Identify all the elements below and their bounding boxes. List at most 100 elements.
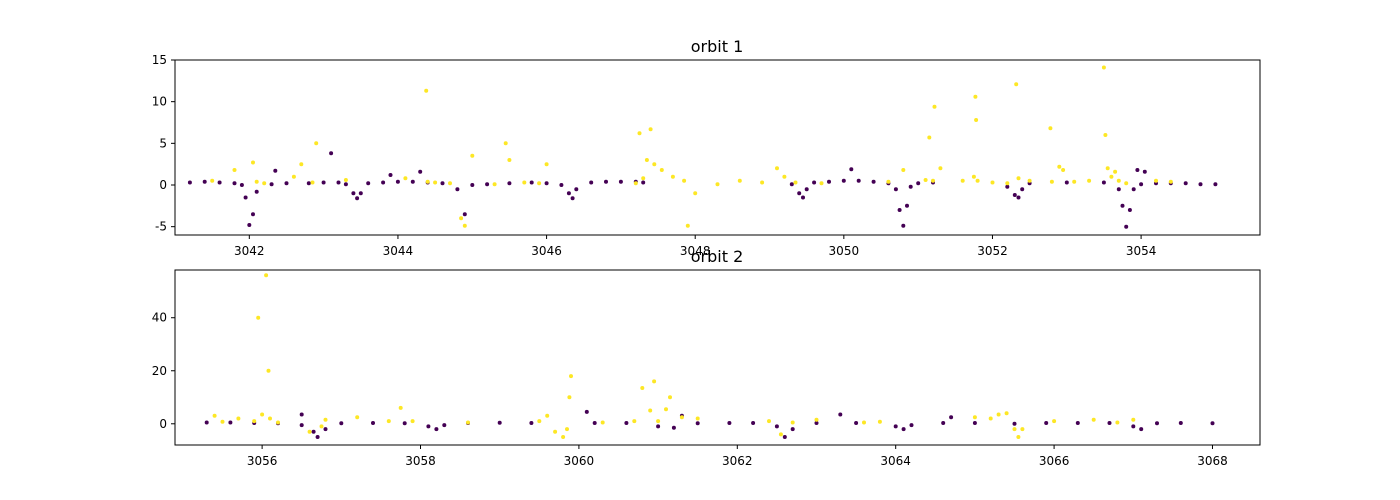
scatter-point	[916, 181, 921, 186]
scatter-point	[371, 421, 375, 425]
scatter-point	[315, 435, 320, 439]
scatter-point	[693, 191, 698, 196]
scatter-point	[273, 168, 278, 173]
scatter-point	[537, 419, 542, 424]
scatter-point	[1210, 421, 1215, 426]
scatter-point	[381, 180, 386, 185]
scatter-point	[462, 223, 467, 228]
scatter-point	[862, 420, 866, 425]
scatter-point	[433, 180, 438, 185]
scatter-point	[455, 187, 460, 192]
scatter-point	[652, 162, 657, 167]
scatter-point	[570, 196, 575, 201]
scatter-point	[553, 429, 558, 434]
scatter-point	[252, 419, 257, 424]
scatter-point	[1116, 178, 1121, 183]
x-tick-label: 3058	[405, 454, 436, 468]
scatter-point	[932, 104, 937, 109]
scatter-point	[355, 196, 360, 201]
scatter-point	[695, 421, 700, 426]
scatter-point	[323, 427, 328, 432]
scatter-point	[284, 181, 289, 186]
scatter-point	[901, 168, 906, 172]
scatter-point	[492, 182, 497, 187]
scatter-point	[1049, 179, 1054, 184]
scatter-point	[247, 223, 252, 227]
scatter-point	[782, 174, 787, 179]
scatter-point	[812, 180, 817, 185]
scatter-point	[949, 415, 954, 420]
scatter-point	[485, 182, 490, 187]
scatter-point	[1139, 182, 1144, 187]
scatter-point	[1127, 208, 1132, 212]
scatter-point	[254, 189, 259, 194]
scatter-point	[618, 179, 623, 184]
scatter-point	[1103, 133, 1108, 137]
x-tick-label: 3062	[722, 454, 753, 468]
scatter-point	[1115, 420, 1120, 425]
scatter-point	[1120, 203, 1125, 208]
scatter-point	[358, 191, 363, 196]
scatter-point	[1142, 169, 1147, 174]
scatter-point	[633, 181, 638, 186]
scatter-point	[938, 166, 943, 171]
subplot-title: orbit 1	[691, 37, 744, 56]
scatter-point	[1016, 195, 1021, 200]
scatter-point	[351, 191, 356, 196]
x-tick-label: 3048	[680, 244, 711, 258]
scatter-point	[871, 179, 876, 184]
scatter-point	[893, 424, 898, 429]
scatter-point	[905, 203, 909, 208]
scatter-point	[410, 419, 415, 424]
scatter-point	[797, 191, 802, 196]
scatter-point	[1101, 65, 1106, 70]
scatter-point	[775, 166, 779, 171]
scatter-point	[1116, 187, 1121, 192]
scatter-point	[291, 174, 296, 179]
scatter-point	[497, 420, 502, 425]
scatter-point	[204, 420, 209, 425]
scatter-point	[1005, 181, 1010, 186]
scatter-point	[1168, 179, 1173, 184]
scatter-point	[971, 174, 976, 179]
scatter-point	[624, 421, 629, 425]
scatter-point	[652, 379, 657, 384]
scatter-point	[1113, 169, 1118, 174]
scatter-point	[1107, 421, 1112, 425]
scatter-point	[1016, 176, 1021, 181]
scatter-point	[641, 180, 646, 185]
scatter-point	[1005, 184, 1010, 189]
scatter-point	[790, 420, 795, 425]
scatter-point	[1004, 411, 1009, 416]
scatter-point	[343, 178, 348, 182]
x-tick-label: 3052	[977, 244, 1008, 258]
scatter-point	[751, 421, 756, 425]
scatter-point	[727, 421, 732, 425]
scatter-point	[537, 181, 542, 186]
x-tick-label: 3054	[1126, 244, 1157, 258]
scatter-points	[204, 273, 1215, 439]
scatter-point	[544, 181, 549, 186]
scatter-point	[574, 187, 579, 192]
scatter-point	[366, 181, 371, 186]
scatter-point	[299, 412, 304, 417]
scatter-point	[827, 179, 831, 184]
scatter-point	[212, 413, 217, 418]
scatter-point	[559, 183, 564, 187]
scatter-point	[671, 425, 676, 430]
scatter-point	[909, 423, 914, 428]
x-tick-label: 3064	[880, 454, 911, 468]
scatter-point	[960, 178, 965, 183]
scatter-point	[592, 421, 597, 425]
scatter-point	[1131, 417, 1136, 422]
scatter-point	[1155, 421, 1159, 426]
scatter-point	[901, 223, 906, 228]
scatter-point	[927, 135, 932, 140]
scatter-point	[1178, 421, 1183, 425]
scatter-point	[343, 182, 348, 187]
scatter-point	[319, 424, 324, 429]
y-tick-label: 0	[159, 178, 167, 192]
scatter-point	[522, 180, 527, 185]
scatter-point	[386, 419, 391, 424]
scatter-point	[774, 424, 779, 429]
